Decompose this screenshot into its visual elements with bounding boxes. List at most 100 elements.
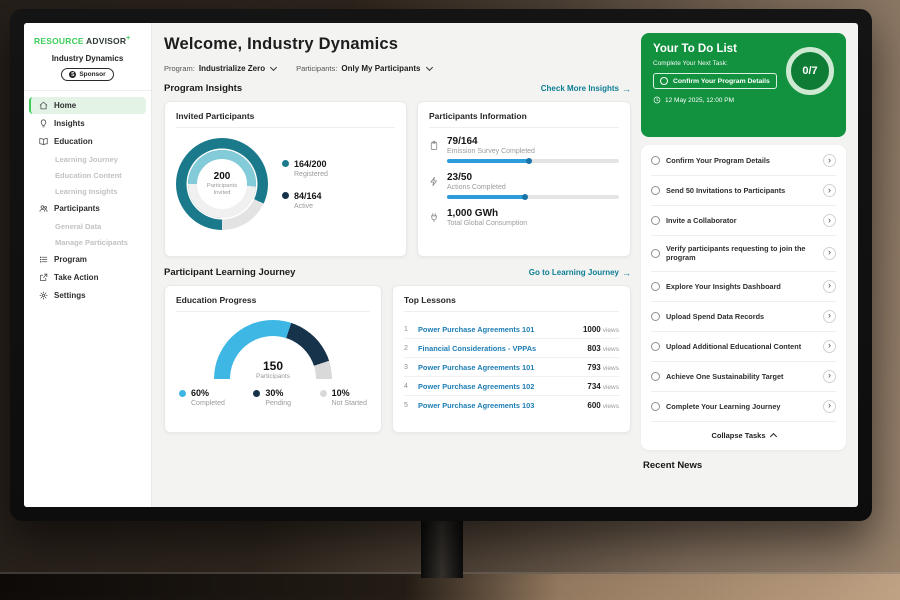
invited-donut-chart: 200 Participants Invited <box>176 138 268 230</box>
gauge-center-label: Participants <box>256 373 290 379</box>
next-task-label: Confirm Your Program Details <box>673 77 770 85</box>
sidebar-item-participants[interactable]: Participants <box>29 200 146 217</box>
program-dropdown[interactable]: Program: Industrialize Zero <box>164 63 278 73</box>
sidebar-item-general-data[interactable]: General Data <box>55 221 102 231</box>
logo-part2: ADVISOR <box>86 35 127 46</box>
section-title: Program Insights <box>164 83 243 94</box>
todo-tasks-card: Confirm Your Program Details Send 50 Inv… <box>641 145 846 450</box>
task-checkbox[interactable] <box>651 248 660 258</box>
invited-participants-card: Invited Participants 200 Participants In… <box>164 101 407 257</box>
legend-value: 164/200 <box>294 158 327 169</box>
task-checkbox[interactable] <box>651 371 660 381</box>
chevron-right-icon[interactable] <box>823 279 836 293</box>
participants-dropdown[interactable]: Participants: Only My Participants <box>296 63 433 73</box>
people-icon <box>39 205 48 213</box>
clipboard-icon <box>429 136 440 163</box>
task-item[interactable]: Invite a Collaborator <box>651 206 836 236</box>
lesson-link[interactable]: Power Purchase Agreements 101 <box>418 324 535 334</box>
sidebar-item-label: Settings <box>54 291 86 301</box>
chevron-right-icon[interactable] <box>823 339 836 353</box>
chevron-right-icon[interactable] <box>823 246 836 260</box>
card-title: Education Progress <box>176 295 370 312</box>
program-value: Industrialize Zero <box>198 64 266 73</box>
views-suffix: views <box>602 402 619 410</box>
education-gauge-wrap: 150 Participants <box>214 320 332 379</box>
sidebar-item-program[interactable]: Program <box>29 251 146 268</box>
sidebar-item-take-action[interactable]: Take Action <box>29 269 146 286</box>
top-lessons-card: Top Lessons 1 Power Purchase Agreements … <box>392 285 631 433</box>
task-item[interactable]: Upload Spend Data Records <box>651 302 836 332</box>
stat-label: Emission Survey Completed <box>447 148 535 155</box>
sidebar-item-home[interactable]: Home <box>29 97 146 115</box>
task-checkbox[interactable] <box>651 156 660 165</box>
sidebar-item-learning-insights[interactable]: Learning Insights <box>55 186 118 196</box>
lesson-views: 600 <box>587 400 601 410</box>
lesson-link[interactable]: Power Purchase Agreements 102 <box>418 381 535 391</box>
task-item[interactable]: Confirm Your Program Details <box>651 146 836 176</box>
lesson-views: 734 <box>587 381 601 391</box>
org-header: Industry Dynamics S Sponsor <box>24 52 151 92</box>
legend-label: Registered <box>294 170 328 178</box>
chevron-right-icon[interactable] <box>823 184 836 197</box>
chevron-right-icon[interactable] <box>823 399 836 413</box>
task-item[interactable]: Complete Your Learning Journey <box>651 392 836 422</box>
legend-item: 164/200 Registered <box>282 159 328 178</box>
task-checkbox[interactable] <box>651 216 660 225</box>
lesson-rank: 5 <box>404 401 408 409</box>
chevron-right-icon[interactable] <box>823 214 836 227</box>
task-label: Upload Spend Data Records <box>666 311 765 321</box>
task-label: Achieve One Sustainability Target <box>666 371 784 381</box>
sidebar-item-manage-participants[interactable]: Manage Participants <box>55 237 128 247</box>
task-checkbox[interactable] <box>651 401 660 411</box>
todo-summary-card: Your To Do List Complete Your Next Task:… <box>641 33 846 137</box>
gear-icon <box>39 291 48 300</box>
task-checkbox[interactable] <box>651 186 660 195</box>
task-label: Explore Your Insights Dashboard <box>666 281 781 291</box>
donut-center: 200 Participants Invited <box>197 159 247 209</box>
task-checkbox[interactable] <box>651 281 660 291</box>
program-label: Program: <box>164 64 195 73</box>
gauge-legend: 60% Completed 30% Pending 10% <box>176 381 370 407</box>
check-more-insights-link[interactable]: Check More Insights <box>541 84 631 94</box>
chevron-right-icon[interactable] <box>823 154 836 167</box>
list-icon <box>39 256 48 263</box>
todo-next-task[interactable]: Confirm Your Program Details <box>653 73 777 89</box>
task-checkbox[interactable] <box>651 341 660 351</box>
stat-value: 1,000 GWh <box>447 208 499 219</box>
lesson-row: 5 Power Purchase Agreements 103 600 views <box>404 396 619 414</box>
sidebar-item-education-content[interactable]: Education Content <box>55 170 122 180</box>
sidebar-item-learning-journey[interactable]: Learning Journey <box>55 154 118 164</box>
collapse-tasks-button[interactable]: Collapse Tasks <box>651 422 836 448</box>
task-checkbox[interactable] <box>651 311 660 321</box>
task-label: Send 50 Invitations to Participants <box>666 185 786 195</box>
views-suffix: views <box>602 364 619 372</box>
legend-label: Pending <box>265 400 292 407</box>
lesson-link[interactable]: Power Purchase Agreements 101 <box>418 362 535 372</box>
gauge-center-value: 150 <box>262 359 284 373</box>
lesson-link[interactable]: Power Purchase Agreements 103 <box>418 400 535 410</box>
task-item[interactable]: Verify participants requesting to join t… <box>651 236 836 272</box>
sidebar-item-insights[interactable]: Insights <box>29 115 146 132</box>
chevron-right-icon[interactable] <box>823 369 836 383</box>
radio-icon <box>660 77 668 85</box>
clock-icon <box>653 96 661 104</box>
lesson-row: 3 Power Purchase Agreements 101 793 views <box>404 358 619 377</box>
chevron-right-icon[interactable] <box>823 309 836 323</box>
task-item[interactable]: Achieve One Sustainability Target <box>651 362 836 392</box>
sidebar-item-education[interactable]: Education <box>29 133 146 150</box>
stat-value: 79/164 <box>447 136 478 147</box>
org-name: Industry Dynamics <box>51 53 124 63</box>
sponsor-label: Sponsor <box>79 71 106 79</box>
info-progress-bar <box>447 194 619 200</box>
task-item[interactable]: Explore Your Insights Dashboard <box>651 272 836 302</box>
lesson-views: 803 <box>587 343 601 353</box>
task-item[interactable]: Send 50 Invitations to Participants <box>651 176 836 206</box>
task-item[interactable]: Upload Additional Educational Content <box>651 332 836 362</box>
lesson-rank: 1 <box>404 325 408 333</box>
sidebar-item-settings[interactable]: Settings <box>29 287 146 304</box>
todo-column: Your To Do List Complete Your Next Task:… <box>641 33 846 497</box>
info-progress-fill <box>447 158 532 164</box>
sponsor-badge[interactable]: S Sponsor <box>61 68 114 82</box>
go-to-learning-journey-link[interactable]: Go to Learning Journey <box>529 268 631 278</box>
lesson-link[interactable]: Financial Considerations - VPPAs <box>418 343 537 353</box>
